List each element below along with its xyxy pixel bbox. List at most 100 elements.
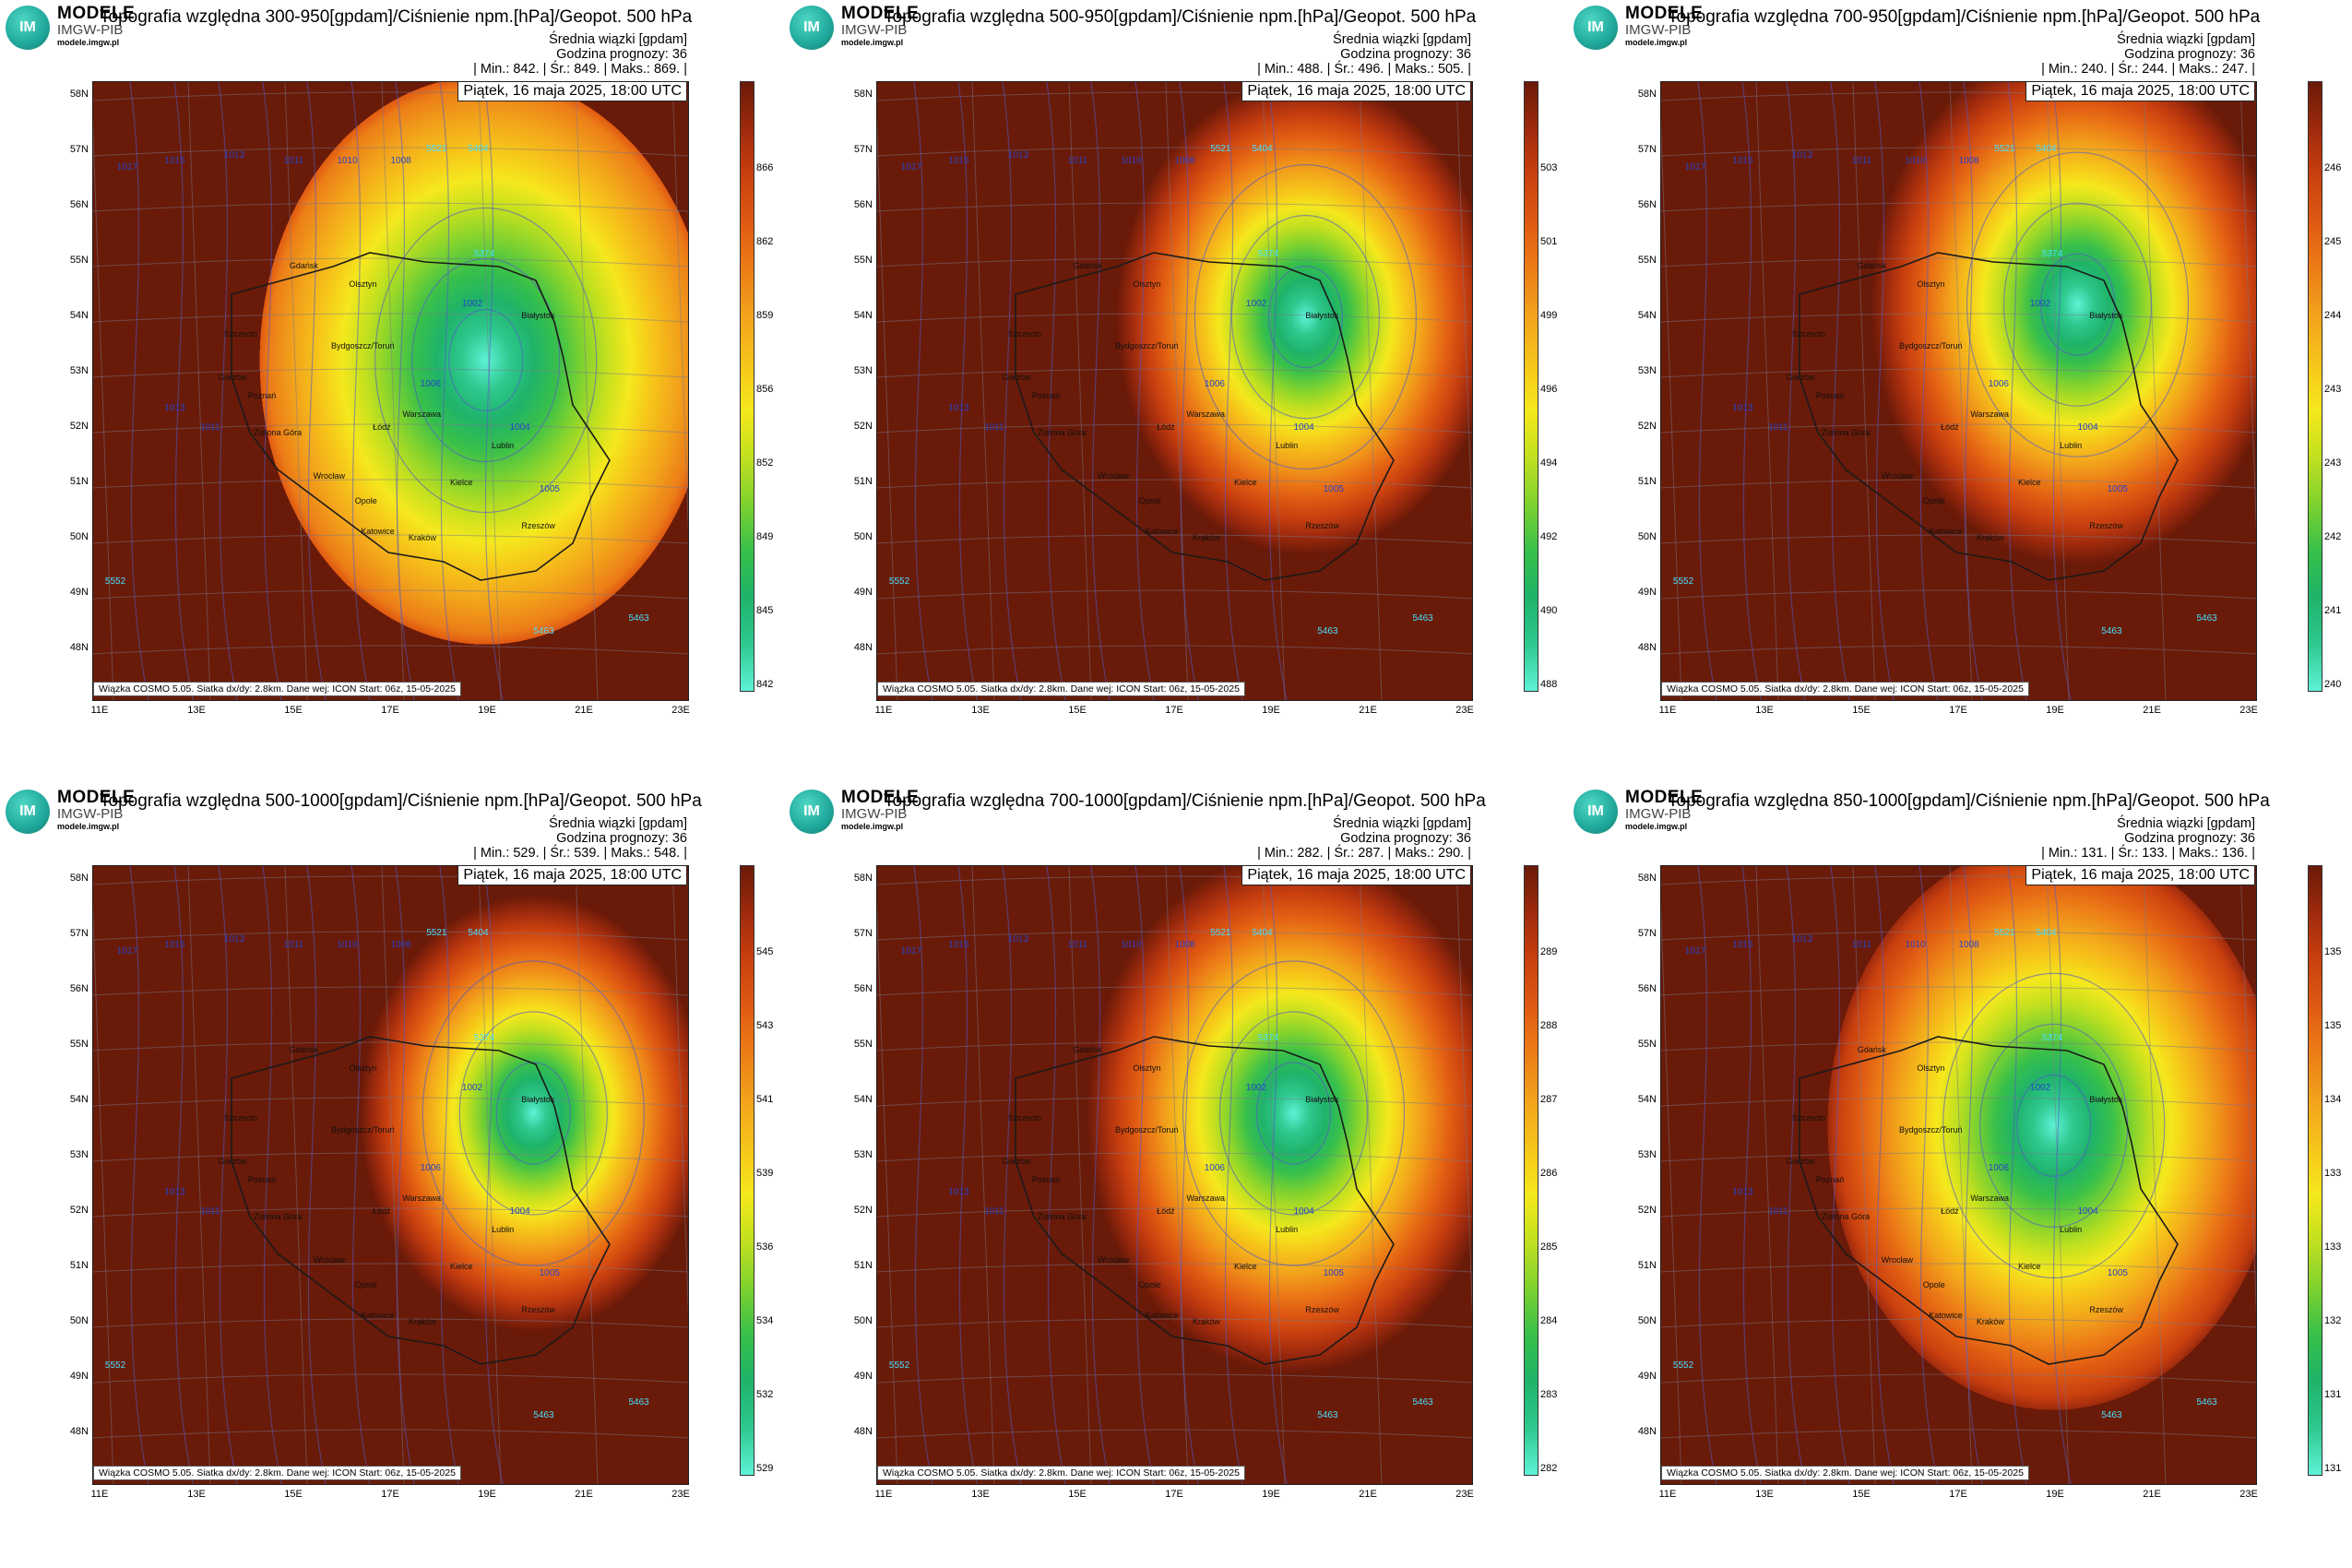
latitude-gridline — [1661, 1318, 2256, 1328]
latitude-label: 49N — [1637, 1371, 1657, 1382]
longitude-label: 23E — [2239, 705, 2258, 716]
longitude-gridline — [2239, 866, 2256, 1317]
colorbar-tick: 856 — [756, 384, 774, 395]
geopotential-label: 5521 — [1994, 928, 2015, 938]
city-label: Lublin — [2060, 1224, 2083, 1234]
city-label: Poznań — [1815, 391, 1845, 400]
city-label: Poznań — [1815, 1175, 1845, 1184]
isobar-label: 1006 — [1204, 378, 1225, 389]
latitude-gridline — [877, 931, 1472, 941]
latitude-label: 57N — [69, 144, 89, 155]
city-label: Rzeszów — [1305, 520, 1339, 530]
forecast-hour: Godzina prognozy: 36 — [556, 831, 687, 846]
brand-url: modele.imgw.pl — [841, 822, 904, 831]
longitude-label: 17E — [1165, 705, 1183, 716]
longitude-gridline — [187, 82, 211, 700]
latitude-gridline — [93, 986, 688, 996]
city-label: Łódź — [373, 422, 391, 432]
geopotential-label: 5552 — [888, 576, 910, 587]
low-pressure-isobar — [1182, 960, 1406, 1266]
longitude-label: 17E — [381, 1489, 399, 1500]
forecast-map: Gdańsk Olsztyn Szczecin Bydgoszcz/Toruń Biał… — [92, 81, 689, 701]
isobar-line — [483, 866, 504, 1484]
isobar-line — [1963, 82, 1983, 700]
geopotential-label: 5404 — [2036, 928, 2057, 938]
isobar-line — [306, 866, 327, 1484]
isobar-label: 1017 — [116, 162, 138, 173]
isobar-line — [1830, 866, 1850, 1484]
isobar-label: 1013 — [223, 933, 245, 944]
latitude-label: 54N — [69, 310, 89, 321]
city-label: Szczecin — [223, 329, 257, 339]
latitude-label: 50N — [1637, 1315, 1657, 1326]
city-label: Lublin — [492, 1224, 515, 1234]
colorbar-tick: 842 — [756, 679, 774, 690]
isobar-label: 1011 — [200, 422, 220, 433]
isobar-label: 1008 — [1958, 156, 1979, 167]
low-pressure-isobar — [1230, 215, 1380, 420]
map-overlay — [93, 866, 688, 1484]
city-label: Warszawa — [1970, 1194, 2010, 1204]
isobar-label: 1010 — [1121, 156, 1142, 167]
colorbar-tick: 539 — [756, 1168, 774, 1179]
low-pressure-isobar — [1966, 151, 2190, 457]
longitude-label: 21E — [2143, 1489, 2161, 1500]
city-label: Kielce — [2018, 477, 2041, 487]
isobar-label: 1006 — [1204, 1162, 1225, 1173]
isobar-label: 1011 — [1851, 156, 1871, 167]
longitude-label: 13E — [971, 705, 990, 716]
city-label: Olsztyn — [1917, 279, 1945, 290]
city-label: Olsztyn — [349, 279, 377, 290]
isobar-line — [350, 866, 371, 1484]
latitude-label: 51N — [1637, 1260, 1657, 1271]
isobar-line — [1874, 82, 1895, 700]
longitude-gridline — [1455, 82, 1472, 533]
colorbar-tick: 133 — [2324, 1168, 2342, 1179]
isobar-line — [1874, 866, 1895, 1484]
city-label: Białystok — [521, 310, 555, 320]
longitude-label: 13E — [1755, 705, 1774, 716]
isobar-line — [2051, 82, 2072, 700]
isobar-line — [957, 82, 978, 700]
longitude-gridline — [1262, 866, 1286, 1484]
city-label: Kielce — [1234, 1261, 1257, 1271]
isobar-line — [439, 866, 459, 1484]
isobar-label: 1011 — [984, 422, 1004, 433]
city-label: Zielona Góra — [1038, 1212, 1087, 1222]
latitude-gridline — [877, 1263, 1472, 1273]
city-label: Gdańsk — [289, 1045, 318, 1055]
city-label: Lublin — [2060, 440, 2083, 450]
latitude-label: 58N — [853, 89, 873, 100]
longitude-gridline — [1661, 904, 1682, 1484]
longitude-gridline — [1068, 82, 1092, 700]
isobar-label: 1010 — [1905, 156, 1926, 167]
latitude-label: 53N — [69, 1149, 89, 1160]
latitude-label: 56N — [69, 983, 89, 994]
model-footer: Wiązka COSMO 5.05. Siatka dx/dy: 2.8km. … — [93, 1466, 461, 1480]
latitude-gridline — [1661, 534, 2256, 544]
isobar-label: 1006 — [1988, 378, 2009, 389]
isobar-label: 1004 — [509, 422, 530, 433]
isobar-line — [395, 866, 415, 1484]
longitude-gridline — [971, 866, 995, 1484]
latitude-gridline — [93, 1373, 688, 1384]
map-panel: IM GW MODELE IMGW-PIB modele.imgw.pl Topogra… — [1568, 784, 2352, 1568]
isobar-line — [1918, 866, 1939, 1484]
isobar-label: 1013 — [948, 1187, 969, 1198]
longitude-gridline — [2046, 82, 2070, 700]
city-label: Opole — [1922, 1279, 1945, 1289]
latitude-label: 48N — [69, 642, 89, 653]
city-label: Kraków — [1976, 1317, 2004, 1327]
isobar-label: 1013 — [948, 403, 969, 414]
city-label: Kielce — [1234, 477, 1257, 487]
city-label: Wrocław — [313, 1255, 345, 1265]
geopotential-label: 5374 — [473, 248, 495, 259]
geopotential-label: 5463 — [1412, 1397, 1433, 1408]
isobar-label: 1005 — [2107, 1267, 2128, 1278]
geopotential-label: 5404 — [468, 928, 489, 938]
colorbar-tick: 859 — [756, 310, 774, 321]
brand-sub: IMGW-PIB — [1625, 22, 1692, 38]
city-label: Łódź — [373, 1206, 391, 1216]
colorbar — [740, 81, 754, 692]
colorbar-tick: 131 — [2324, 1463, 2342, 1474]
